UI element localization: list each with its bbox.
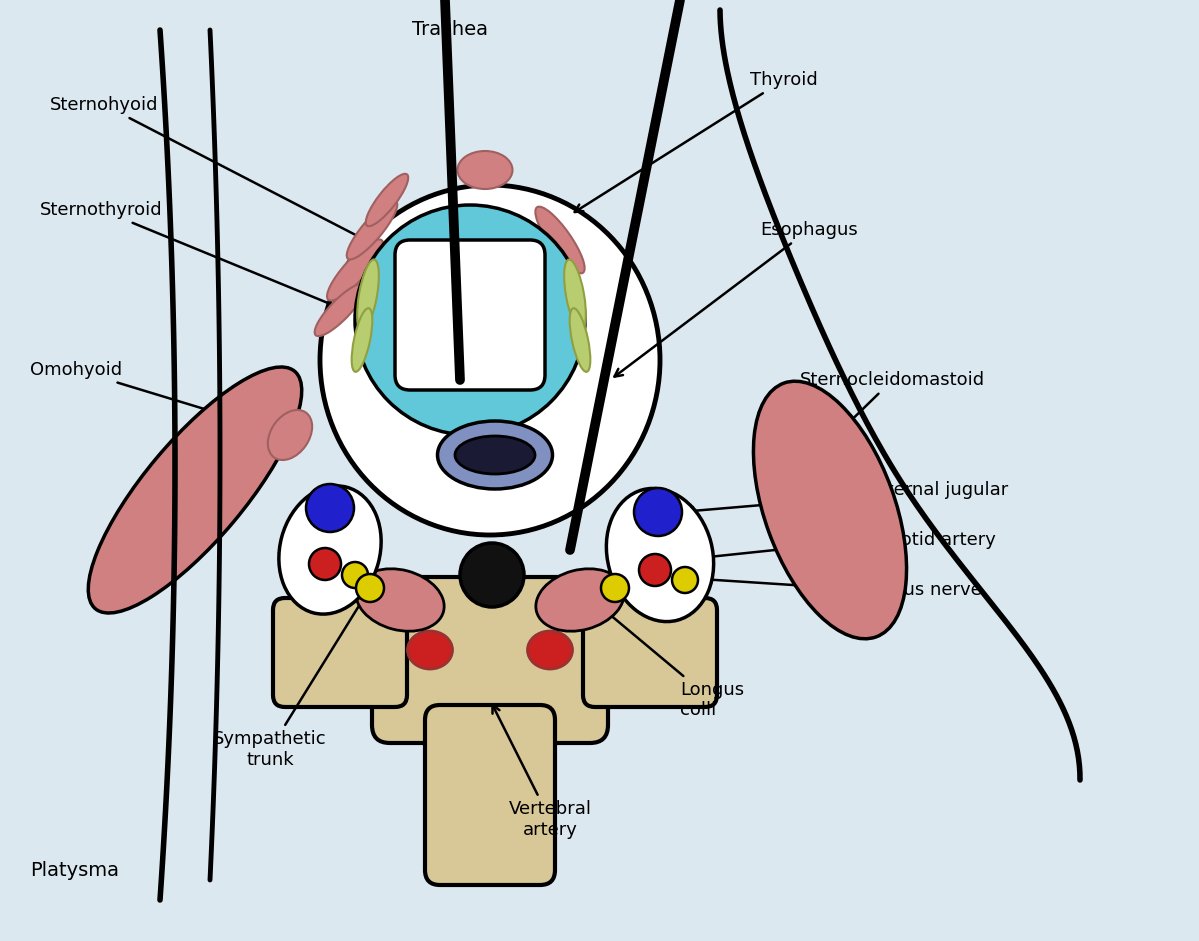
Circle shape <box>601 574 629 602</box>
FancyBboxPatch shape <box>424 705 555 885</box>
Text: Platysma: Platysma <box>30 860 119 880</box>
Circle shape <box>671 567 698 593</box>
Ellipse shape <box>524 249 566 311</box>
Text: Sternocleidomastoid: Sternocleidomastoid <box>794 371 986 476</box>
Ellipse shape <box>357 260 379 330</box>
FancyBboxPatch shape <box>583 598 717 707</box>
Ellipse shape <box>347 200 397 260</box>
Text: Carotid artery: Carotid artery <box>870 531 996 549</box>
Ellipse shape <box>753 381 906 639</box>
Text: Esophagus: Esophagus <box>614 221 857 376</box>
Ellipse shape <box>570 308 590 372</box>
Text: Internal jugular: Internal jugular <box>686 481 1008 515</box>
FancyBboxPatch shape <box>372 577 608 743</box>
Ellipse shape <box>89 367 302 613</box>
Text: Thyroid: Thyroid <box>574 71 818 212</box>
Text: Vertebral
artery: Vertebral artery <box>493 705 591 838</box>
Ellipse shape <box>565 260 586 330</box>
Ellipse shape <box>535 207 585 274</box>
Text: Trachea: Trachea <box>412 20 488 39</box>
FancyBboxPatch shape <box>273 598 406 707</box>
Text: Omohyoid: Omohyoid <box>30 361 284 435</box>
Ellipse shape <box>356 568 444 631</box>
Circle shape <box>306 484 354 532</box>
Text: Sternohyoid: Sternohyoid <box>50 96 370 243</box>
Ellipse shape <box>320 185 659 535</box>
Ellipse shape <box>607 488 713 622</box>
Ellipse shape <box>454 436 535 474</box>
Ellipse shape <box>314 284 366 336</box>
Text: Sympathetic
trunk: Sympathetic trunk <box>213 593 367 769</box>
Text: Sternothyroid: Sternothyroid <box>40 201 339 309</box>
Ellipse shape <box>408 631 452 669</box>
Ellipse shape <box>351 308 373 372</box>
Circle shape <box>342 562 368 588</box>
Circle shape <box>639 554 671 586</box>
Ellipse shape <box>279 486 381 614</box>
Ellipse shape <box>366 174 408 226</box>
Ellipse shape <box>267 410 312 460</box>
Text: Longus
colli: Longus colli <box>595 601 745 720</box>
Circle shape <box>356 574 384 602</box>
Ellipse shape <box>438 421 553 489</box>
Circle shape <box>634 488 682 536</box>
Ellipse shape <box>512 281 548 338</box>
Circle shape <box>309 548 341 580</box>
Text: Vagus nerve: Vagus nerve <box>870 581 982 599</box>
Ellipse shape <box>327 239 382 300</box>
Circle shape <box>355 205 585 435</box>
Ellipse shape <box>528 631 572 669</box>
Circle shape <box>460 543 524 607</box>
FancyBboxPatch shape <box>394 240 546 390</box>
Ellipse shape <box>536 568 625 631</box>
Ellipse shape <box>458 151 512 189</box>
